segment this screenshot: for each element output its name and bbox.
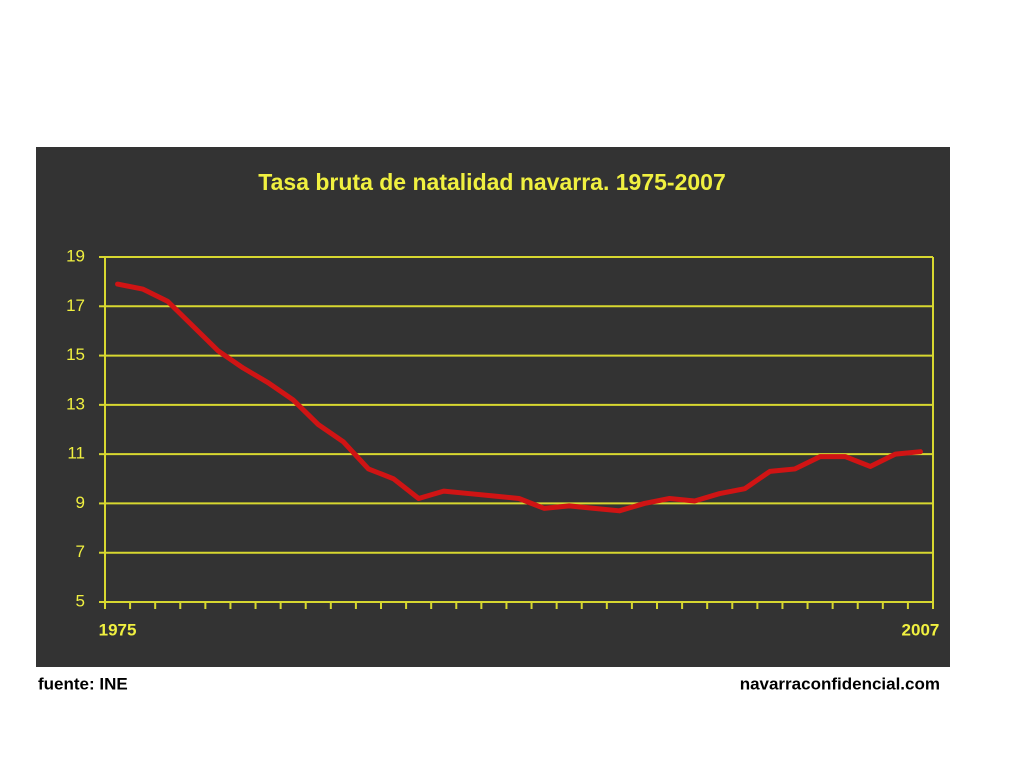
- y-tick-label: 15: [66, 345, 85, 364]
- x-tick-label: 1975: [99, 620, 137, 639]
- y-tick-label: 11: [67, 444, 85, 463]
- y-tick-label: 5: [76, 591, 85, 610]
- y-tick-label: 19: [66, 246, 85, 265]
- source: fuente: INE: [38, 674, 128, 693]
- x-tick-label: 2007: [902, 620, 940, 639]
- chart-title: Tasa bruta de natalidad navarra. 1975-20…: [258, 169, 725, 195]
- y-tick-label: 9: [76, 493, 85, 512]
- credit: navarraconfidencial.com: [740, 674, 940, 693]
- y-tick-label: 7: [76, 542, 85, 561]
- chart-panel: [36, 147, 950, 667]
- y-tick-label: 13: [66, 394, 85, 413]
- data-line: [115, 281, 923, 514]
- y-tick-label: 17: [66, 296, 85, 315]
